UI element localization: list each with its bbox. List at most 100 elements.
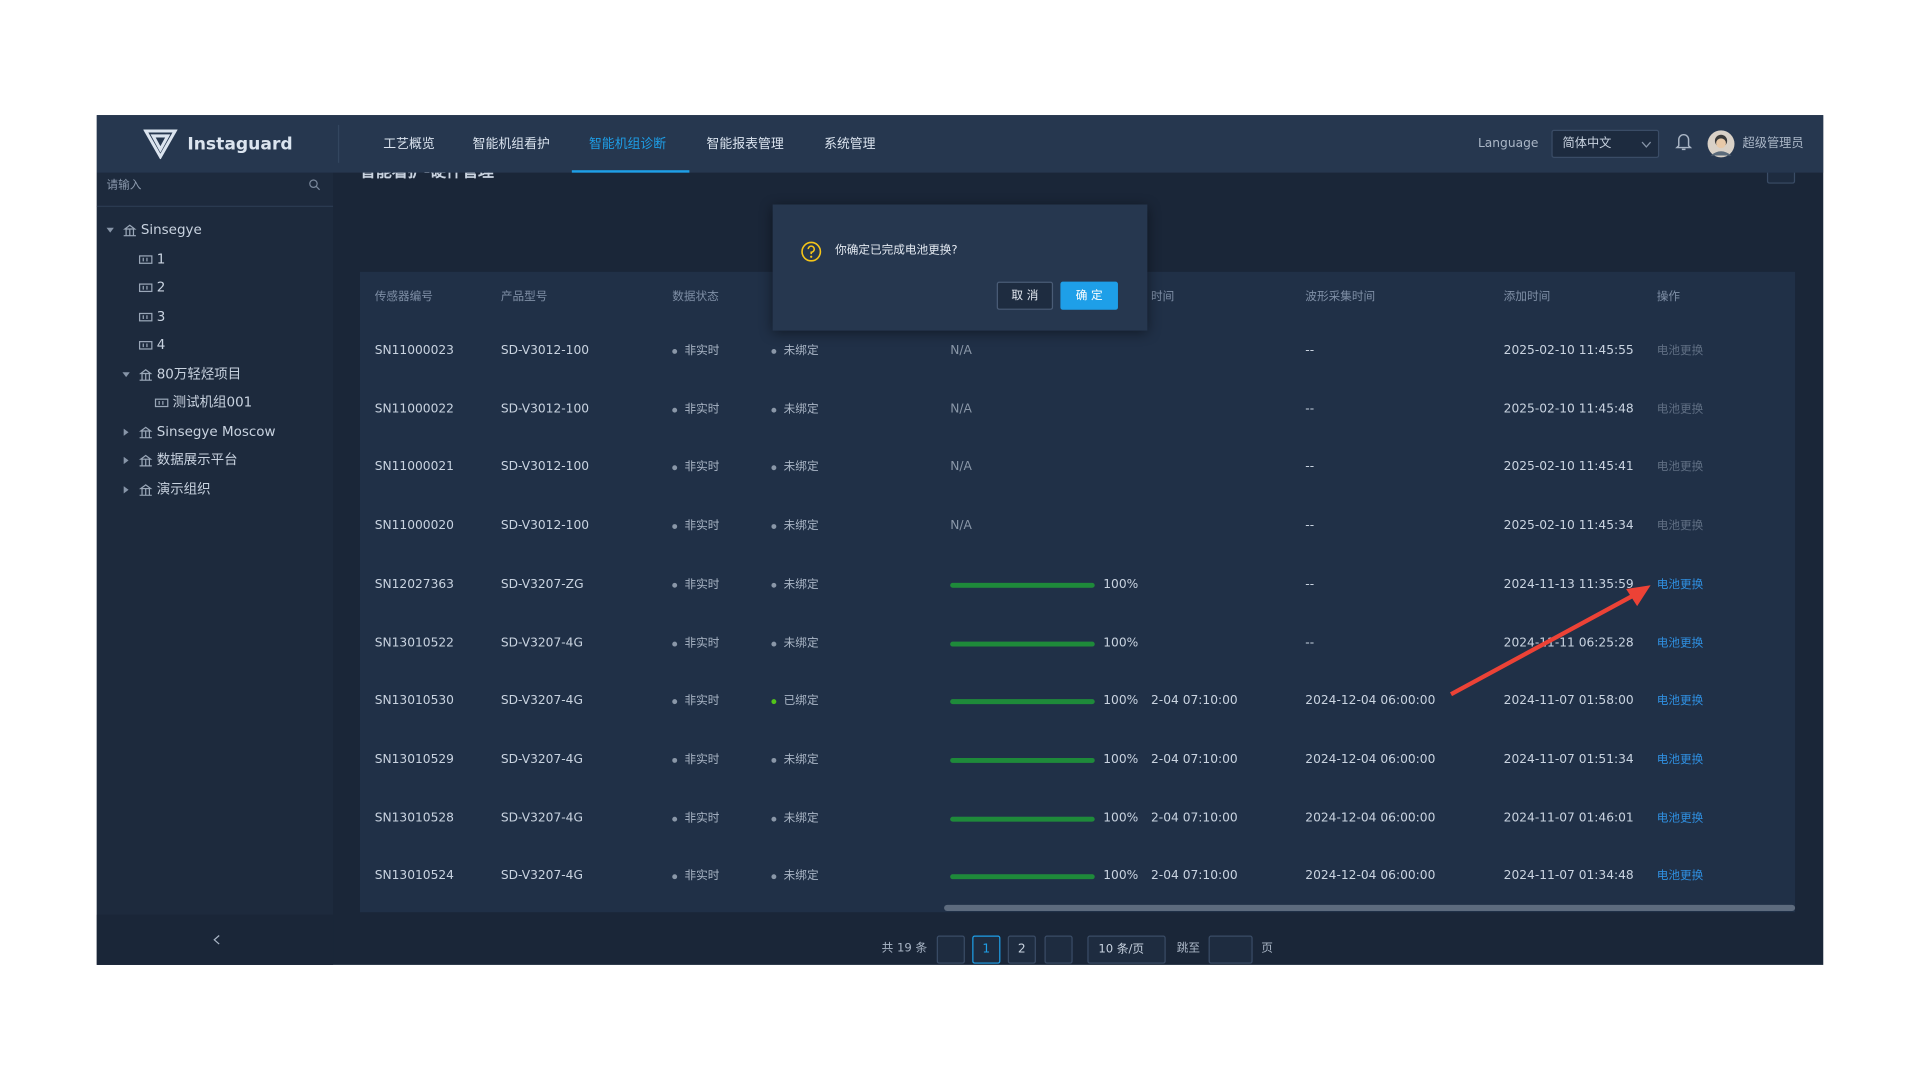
collapse-bar[interactable]	[96, 914, 334, 965]
tree-node-label[interactable]: 3	[156, 308, 166, 325]
tree-node-label[interactable]: 80万轻烃项目	[156, 365, 242, 382]
waveform-time: --	[1305, 577, 1315, 592]
binding-dot	[771, 407, 777, 413]
action-link: 电池更换	[1656, 460, 1704, 475]
column-header: 传感器编号	[374, 290, 433, 304]
avatar[interactable]	[1707, 130, 1735, 158]
sensor-id: SN13010530	[374, 694, 454, 708]
bell-icon[interactable]	[1675, 132, 1693, 152]
annotation-arrow	[1449, 585, 1651, 697]
action-link[interactable]: 电池更换	[1656, 577, 1704, 592]
dialog-message: 你确定已完成电池更换?	[835, 243, 958, 258]
nav-item[interactable]: 系统管理	[824, 137, 876, 152]
added-time: 2024-11-07 01:51:34	[1503, 752, 1634, 767]
prev-button[interactable]	[936, 935, 965, 964]
device-icon	[138, 254, 153, 264]
added-time: 2025-02-10 11:45:34	[1503, 519, 1634, 533]
battery-bar	[950, 641, 1095, 646]
user-name[interactable]: 超级管理员	[1742, 137, 1804, 151]
column-header: 时间	[1151, 290, 1175, 304]
binding-status: 未绑定	[783, 752, 819, 767]
waveform-time: --	[1305, 519, 1315, 533]
next-button[interactable]	[1044, 935, 1073, 964]
tree-node-label[interactable]: 4	[156, 336, 166, 353]
action-link[interactable]: 电池更换	[1656, 869, 1704, 884]
action-link[interactable]: 电池更换	[1656, 752, 1704, 767]
search-icon	[309, 179, 321, 191]
model: SD-V3012-100	[500, 402, 590, 416]
tree-node-label[interactable]: 数据展示平台	[156, 452, 238, 469]
action-link: 电池更换	[1656, 519, 1704, 533]
scrollbar[interactable]	[944, 904, 1796, 912]
column-header: 操作	[1656, 290, 1681, 304]
table: 传感器编号 产品型号 数据状态 时间 波形采集时间 添加时间 操作 SN11000023 SD…	[360, 271, 1796, 913]
cancel-button[interactable]: 取 消	[996, 281, 1054, 310]
battery-na: N/A	[950, 519, 972, 533]
tree-node-label[interactable]: 测试机组001	[172, 394, 253, 411]
jump-input[interactable]	[1208, 935, 1253, 964]
action-link[interactable]: 电池更换	[1656, 636, 1704, 650]
tree-caret[interactable]	[122, 428, 129, 436]
status-dot	[672, 407, 678, 413]
collect-time: 2-04 07:10:00	[1151, 752, 1238, 767]
model: SD-V3207-ZG	[500, 577, 584, 592]
collect-time: 2-04 07:10:00	[1151, 694, 1238, 708]
language-select[interactable]: 简体中文	[1551, 129, 1660, 158]
page-size-select[interactable]: 10 条/页	[1087, 935, 1166, 964]
battery-label: 100%	[1103, 636, 1139, 650]
tree-node-label[interactable]: 演示组织	[156, 481, 211, 498]
page-unit: 页	[1261, 941, 1273, 956]
page-button[interactable]: 1	[972, 935, 1001, 964]
action-link[interactable]: 电池更换	[1656, 694, 1704, 708]
battery-na: N/A	[950, 402, 972, 416]
waveform-time: --	[1305, 460, 1315, 475]
language-label: Language	[1477, 137, 1539, 151]
waveform-time: --	[1305, 402, 1315, 416]
page-button[interactable]: 2	[1007, 935, 1036, 964]
binding-status: 未绑定	[783, 402, 819, 416]
tree-node-label[interactable]: Sinsegye	[140, 221, 202, 238]
confirm-label: 确 定	[1075, 288, 1103, 303]
binding-dot	[771, 874, 777, 880]
column-header: 产品型号	[500, 290, 548, 304]
page-size: 10 条/页	[1098, 942, 1145, 957]
model: SD-V3207-4G	[500, 811, 583, 825]
tree-node-label[interactable]: 1	[156, 250, 166, 267]
tree-caret[interactable]	[122, 457, 129, 465]
tree-node-label[interactable]: 2	[156, 279, 166, 296]
page-number: 1	[982, 942, 991, 957]
chevron	[1641, 141, 1652, 148]
sensor-id: SN13010524	[374, 869, 454, 884]
tree-caret[interactable]	[122, 486, 129, 494]
tree-caret[interactable]	[106, 227, 114, 234]
binding-status: 未绑定	[783, 344, 819, 358]
tree-caret[interactable]	[122, 371, 130, 378]
nav-item[interactable]: 智能报表管理	[706, 137, 784, 152]
action-link[interactable]: 电池更换	[1656, 811, 1704, 825]
confirm-button[interactable]: 确 定	[1060, 281, 1118, 310]
jump-label: 跳至	[1176, 941, 1201, 956]
nav-item[interactable]: 智能机组诊断	[588, 137, 667, 152]
status-dot	[672, 582, 678, 588]
confirm-dialog: 你确定已完成电池更换? 取 消 确 定	[772, 204, 1148, 331]
sensor-id: SN13010528	[374, 811, 454, 825]
data-status: 非实时	[684, 402, 720, 416]
page-number: 2	[1017, 942, 1026, 957]
battery-label: 100%	[1103, 577, 1139, 592]
status-dot	[672, 757, 678, 763]
search-box[interactable]: 请输入	[96, 173, 334, 207]
waveform-time: 2024-12-04 06:00:00	[1305, 811, 1436, 825]
nav-item[interactable]: 智能机组看护	[472, 137, 550, 152]
data-status: 非实时	[684, 636, 720, 650]
org-icon	[123, 224, 137, 237]
device-icon	[138, 283, 153, 293]
binding-status: 未绑定	[783, 811, 819, 825]
data-status: 非实时	[684, 869, 720, 884]
tree-node-label[interactable]: Sinsegye Moscow	[156, 423, 276, 440]
action-link: 电池更换	[1656, 402, 1704, 416]
nav-item[interactable]: 工艺概览	[383, 137, 435, 152]
status-dot	[672, 816, 678, 822]
top-bar: Instaguard 工艺概览 智能机组看护 智能机组诊断 智能报表管理 系统管理 La…	[96, 115, 1824, 173]
org-icon	[138, 484, 153, 496]
binding-dot	[771, 465, 777, 471]
